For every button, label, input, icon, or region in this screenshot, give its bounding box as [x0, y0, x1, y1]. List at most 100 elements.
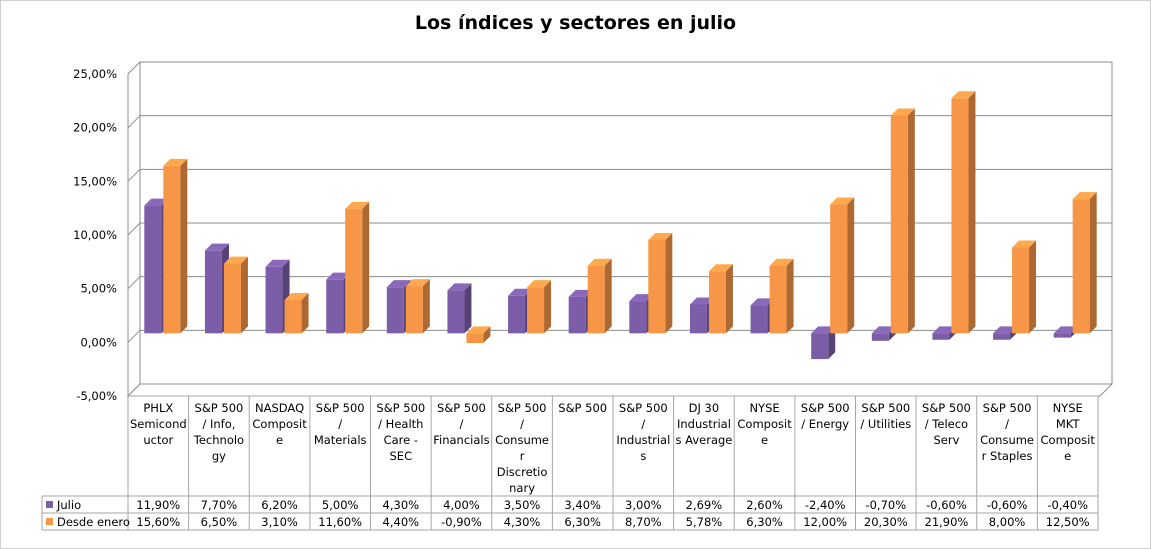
bar-side-face	[725, 264, 733, 334]
chart-title: Los índices y sectores en julio	[414, 12, 737, 34]
data-label: 2,69%	[686, 498, 723, 512]
bar-top-face	[568, 289, 593, 297]
bar-front-face	[830, 204, 848, 334]
bar-front-face	[951, 98, 969, 334]
bar-front-face	[386, 287, 404, 334]
bar-front-face	[223, 263, 241, 334]
bar-desde-enero	[284, 293, 309, 334]
data-label: 3,40%	[564, 498, 601, 512]
bar-top-face	[648, 232, 673, 240]
data-label: 6,30%	[746, 515, 783, 529]
x-tick-label: S&P 500/ Utilities	[860, 401, 911, 431]
bar-desde-enero	[223, 256, 248, 334]
bar-top-face	[890, 108, 915, 116]
bar-desde-enero	[830, 197, 855, 334]
gridline-side	[127, 276, 141, 290]
bar-desde-enero	[163, 158, 188, 334]
bar-front-face	[466, 333, 484, 343]
bar-front-face	[527, 287, 545, 334]
x-tick-label: PHLX Semicond uctor	[130, 401, 187, 447]
bar-side-face	[786, 258, 794, 334]
gridline-side	[127, 115, 141, 129]
bar-front-face	[629, 301, 647, 334]
bar-top-face	[1072, 192, 1097, 200]
bar-desde-enero	[648, 232, 673, 334]
data-label: 2,60%	[746, 498, 783, 512]
bar-side-face	[464, 283, 472, 334]
bar-front-face	[648, 239, 666, 334]
bar-desde-enero	[769, 258, 794, 334]
data-label: 20,30%	[864, 515, 908, 529]
data-label: 7,70%	[201, 498, 238, 512]
bar-top-face	[144, 198, 169, 206]
bar-front-face	[345, 208, 363, 334]
bar-desde-enero	[1072, 192, 1097, 334]
bar-side-face	[240, 256, 248, 334]
bar-top-face	[750, 298, 775, 306]
bar-julio	[265, 259, 290, 334]
bar-top-face	[163, 158, 188, 166]
bar-side-face	[828, 326, 836, 360]
bar-top-face	[871, 326, 896, 334]
data-label: 6,50%	[201, 515, 238, 529]
bar-desde-enero	[345, 201, 370, 334]
x-tick-label: S&P 500/Industrial s	[616, 401, 670, 463]
y-tick-label: 25,00%	[73, 67, 117, 81]
bar-side-face	[847, 197, 855, 334]
bar-front-face	[405, 286, 423, 334]
bar-julio	[568, 289, 593, 334]
data-label: 4,30%	[383, 498, 420, 512]
data-label: 6,30%	[564, 515, 601, 529]
bar-side-face	[483, 326, 491, 343]
bar-top-face	[326, 272, 351, 280]
bar-top-face	[447, 283, 472, 291]
data-label: -0,60%	[926, 498, 967, 512]
data-label: 8,00%	[989, 515, 1026, 529]
bar-front-face	[568, 296, 586, 334]
y-tick-label: 0,00%	[80, 335, 117, 349]
x-tick-label: S&P 500/ Energy	[801, 401, 850, 431]
data-label: 3,10%	[261, 515, 298, 529]
bar-side-face	[907, 108, 915, 334]
bar-front-face	[326, 279, 344, 334]
x-tick-label: S&P 500/Materials	[314, 401, 367, 447]
bar-top-face	[993, 326, 1018, 334]
bar-desde-enero	[527, 280, 552, 334]
bar-desde-enero	[466, 326, 491, 343]
y-tick-label: 10,00%	[73, 228, 117, 242]
bar-top-face	[587, 258, 612, 266]
bar-front-face	[284, 300, 302, 334]
bar-top-face	[1012, 240, 1037, 248]
data-label: 12,50%	[1046, 515, 1090, 529]
bar-desde-enero	[890, 108, 915, 334]
bar-top-face	[769, 258, 794, 266]
bar-side-face	[968, 91, 976, 334]
bar-desde-enero	[587, 258, 612, 334]
data-label: 5,00%	[322, 498, 359, 512]
x-tick-label: S&P 500/ Health Care -SEC	[376, 401, 425, 463]
bar-top-face	[830, 197, 855, 205]
legend-key	[46, 501, 53, 508]
bar-top-face	[508, 288, 533, 296]
bar-front-face	[708, 271, 726, 334]
y-tick-label: 15,00%	[73, 174, 117, 188]
bar-front-face	[1053, 333, 1071, 338]
legend-key	[46, 518, 53, 525]
bar-top-face	[345, 201, 370, 209]
x-tick-label: DJ 30 Industrial s Average	[676, 401, 733, 447]
bar-top-face	[951, 91, 976, 99]
bar-top-face	[204, 243, 229, 251]
bar-top-face	[527, 280, 552, 288]
data-label: -0,70%	[865, 498, 906, 512]
data-label: 6,20%	[261, 498, 298, 512]
data-label: -0,60%	[987, 498, 1028, 512]
bar-top-face	[708, 264, 733, 272]
y-tick-label: -5,00%	[76, 389, 117, 403]
data-label: -0,90%	[441, 515, 482, 529]
bar-front-face	[587, 265, 605, 334]
bar-top-face	[629, 294, 654, 302]
bar-front-face	[993, 333, 1011, 340]
bar-julio	[811, 326, 836, 360]
bar-top-face	[223, 256, 248, 264]
